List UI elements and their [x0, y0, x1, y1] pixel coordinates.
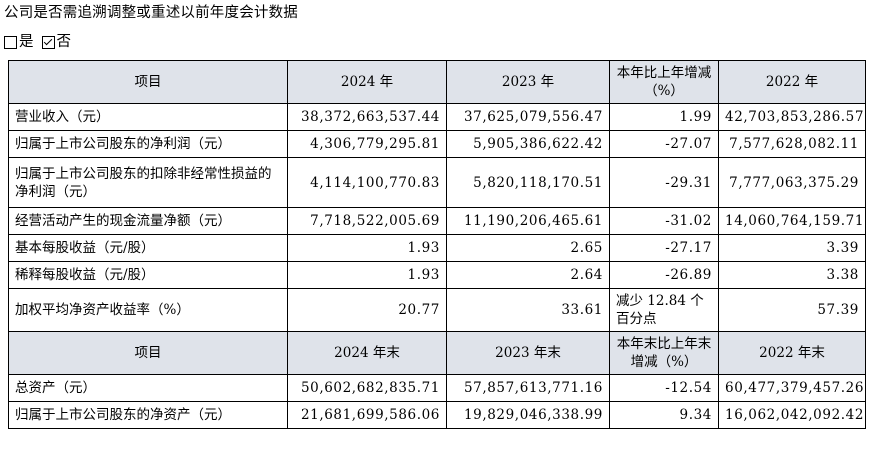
option-no-label: 否 [56, 34, 72, 50]
value-cell: 38,372,663,537.44 [287, 103, 447, 131]
table-row: 营业收入（元） 38,372,663,537.44 37,625,079,556… [8, 103, 866, 131]
option-yes[interactable]: 是 [4, 32, 34, 52]
value-cell: 42,703,853,286.57 [718, 103, 866, 131]
change-cell: -12.54 [609, 374, 719, 402]
row-label: 归属于上市公司股东的净资产（元） [8, 401, 288, 429]
header-cell: 项目 [8, 331, 288, 375]
value-cell: 4,114,100,770.83 [287, 157, 447, 208]
row-label: 归属于上市公司股东的净利润（元） [8, 130, 288, 158]
value-cell: 20.77 [287, 288, 447, 332]
restatement-options: 是 否 [4, 32, 77, 52]
option-yes-label: 是 [19, 34, 34, 50]
change-cell: -26.89 [609, 261, 719, 289]
change-cell: -29.31 [609, 157, 719, 208]
value-cell: 57,857,613,771.16 [446, 374, 610, 402]
header-cell: 2022 年 [718, 60, 866, 104]
row-label: 总资产（元） [8, 374, 288, 402]
value-cell: 50,602,682,835.71 [287, 374, 447, 402]
value-cell: 1.93 [287, 234, 447, 262]
financial-data-table: 项目 2024 年 2023 年 本年比上年增减（%） 2022 年 营业收入（… [8, 60, 866, 429]
value-cell: 2.64 [446, 261, 610, 289]
header-cell: 2023 年 [446, 60, 610, 104]
header-cell: 本年比上年增减（%） [609, 60, 719, 104]
value-cell: 11,190,206,465.61 [446, 207, 610, 235]
value-cell: 16,062,042,092.42 [718, 401, 866, 429]
change-cell: -31.02 [609, 207, 719, 235]
change-cell: -27.07 [609, 130, 719, 158]
table-row: 加权平均净资产收益率（%） 20.77 33.61 减少 12.84 个百分点 … [8, 288, 866, 332]
value-cell: 37,625,079,556.47 [446, 103, 610, 131]
row-label: 加权平均净资产收益率（%） [8, 288, 288, 332]
value-cell: 5,820,118,170.51 [446, 157, 610, 208]
row-label: 稀释每股收益（元/股） [8, 261, 288, 289]
row-label: 营业收入（元） [8, 103, 288, 131]
header-cell: 2024 年 [287, 60, 447, 104]
value-cell: 19,829,046,338.99 [446, 401, 610, 429]
checkbox-checked-icon[interactable] [41, 35, 55, 49]
value-cell: 14,060,764,159.71 [718, 207, 866, 235]
value-cell: 4,306,779,295.81 [287, 130, 447, 158]
row-label: 经营活动产生的现金流量净额（元） [8, 207, 288, 235]
page-title: 公司是否需追溯调整或重述以前年度会计数据 [4, 5, 298, 21]
option-no[interactable]: 否 [41, 32, 72, 52]
header-cell: 2022 年末 [718, 331, 866, 375]
table-row: 归属于上市公司股东的净利润（元） 4,306,779,295.81 5,905,… [8, 130, 866, 158]
value-cell: 7,777,063,375.29 [718, 157, 866, 208]
change-cell: 9.34 [609, 401, 719, 429]
table-header-row: 项目 2024 年末 2023 年末 本年末比上年末增减（%） 2022 年末 [8, 331, 866, 375]
header-cell: 2023 年末 [446, 331, 610, 375]
table-row: 总资产（元） 50,602,682,835.71 57,857,613,771.… [8, 374, 866, 402]
table-row: 经营活动产生的现金流量净额（元） 7,718,522,005.69 11,190… [8, 207, 866, 235]
row-label: 归属于上市公司股东的扣除非经常性损益的净利润（元） [8, 157, 288, 208]
header-cell: 本年末比上年末增减（%） [609, 331, 719, 375]
change-cell: 减少 12.84 个百分点 [609, 288, 719, 332]
value-cell: 1.93 [287, 261, 447, 289]
value-cell: 60,477,379,457.26 [718, 374, 866, 402]
table-row: 基本每股收益（元/股） 1.93 2.65 -27.17 3.39 [8, 234, 866, 262]
row-label: 基本每股收益（元/股） [8, 234, 288, 262]
value-cell: 33.61 [446, 288, 610, 332]
value-cell: 3.39 [718, 234, 866, 262]
value-cell: 7,577,628,082.11 [718, 130, 866, 158]
header-cell: 2024 年末 [287, 331, 447, 375]
table-header-row: 项目 2024 年 2023 年 本年比上年增减（%） 2022 年 [8, 60, 866, 104]
value-cell: 2.65 [446, 234, 610, 262]
table-row: 稀释每股收益（元/股） 1.93 2.64 -26.89 3.38 [8, 261, 866, 289]
change-cell: 1.99 [609, 103, 719, 131]
value-cell: 5,905,386,622.42 [446, 130, 610, 158]
change-cell: -27.17 [609, 234, 719, 262]
table-row: 归属于上市公司股东的净资产（元） 21,681,699,586.06 19,82… [8, 401, 866, 429]
value-cell: 3.38 [718, 261, 866, 289]
checkbox-unchecked-icon[interactable] [4, 35, 17, 49]
table-row: 归属于上市公司股东的扣除非经常性损益的净利润（元） 4,114,100,770.… [8, 157, 866, 208]
value-cell: 7,718,522,005.69 [287, 207, 447, 235]
value-cell: 57.39 [718, 288, 866, 332]
value-cell: 21,681,699,586.06 [287, 401, 447, 429]
header-cell: 项目 [8, 60, 288, 104]
